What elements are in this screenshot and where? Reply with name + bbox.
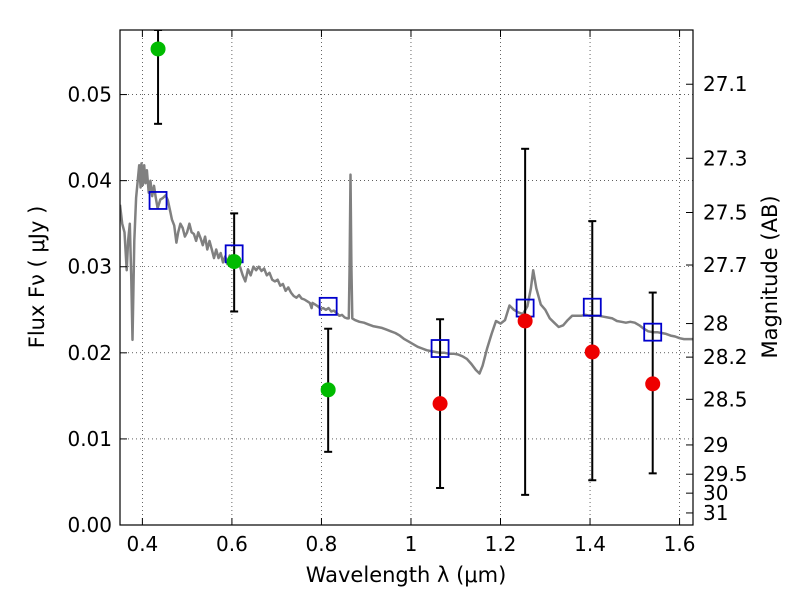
right-tick-label: 27.7 bbox=[703, 253, 748, 277]
x-axis-title: Wavelength λ (μm) bbox=[306, 563, 507, 587]
x-tick-label: 1.6 bbox=[664, 532, 696, 556]
model-spectrum-line bbox=[120, 162, 693, 375]
right-tick-label: 29 bbox=[703, 433, 728, 457]
model-photometry-square bbox=[148, 191, 168, 210]
observed-nondetection-point bbox=[517, 313, 533, 329]
right-tick-label: 29.5 bbox=[703, 462, 748, 486]
right-tick-label: 28.5 bbox=[703, 387, 748, 411]
right-axis-title: Magnitude (AB) bbox=[758, 195, 782, 358]
y-axis-title: Flux Fν ( μJy ) bbox=[25, 206, 49, 349]
y-tick-label: 0.01 bbox=[67, 427, 112, 451]
observed-nondetection-point bbox=[584, 344, 600, 360]
model-spectrum-layer bbox=[120, 162, 693, 375]
observed-nondetection-point bbox=[645, 376, 661, 392]
observed-nondetection-point bbox=[432, 396, 448, 412]
right-tick-label: 27.1 bbox=[703, 72, 748, 96]
axes-layer: 0.4 0.6 0.8 1 1.2 1.4 1.6 0.00 0.01 0.02 0.03 0.04 0… bbox=[67, 30, 748, 556]
x-tick-label: 1.2 bbox=[485, 532, 517, 556]
y-tick-label: 0.05 bbox=[67, 83, 112, 107]
model-photometry-square bbox=[582, 297, 602, 317]
x-tick-label: 1 bbox=[405, 532, 418, 556]
model-photometry-square bbox=[643, 322, 663, 342]
observed-detection-point bbox=[226, 254, 242, 270]
right-tick-label: 31 bbox=[703, 501, 728, 525]
y-tick-label: 0.02 bbox=[67, 341, 112, 365]
right-tick-label: 27.3 bbox=[703, 146, 748, 170]
observed-detection-point bbox=[150, 41, 166, 57]
x-tick-label: 0.8 bbox=[306, 532, 338, 556]
right-tick-label: 27.5 bbox=[703, 201, 748, 225]
model-photometry-square bbox=[430, 339, 450, 358]
y-tick-label: 0.03 bbox=[67, 255, 112, 279]
x-tick-label: 0.4 bbox=[126, 532, 158, 556]
y-tick-label: 0.00 bbox=[67, 513, 112, 537]
right-tick-label: 28 bbox=[703, 312, 728, 336]
right-tick-label: 30 bbox=[703, 481, 728, 505]
x-tick-label: 1.4 bbox=[574, 532, 606, 556]
y-tick-label: 0.04 bbox=[67, 169, 112, 193]
grid bbox=[120, 30, 693, 526]
model-photometry-square bbox=[318, 296, 338, 316]
plot-frame bbox=[119, 29, 694, 526]
observed-detection-point bbox=[320, 382, 336, 398]
right-tick-label: 28.2 bbox=[703, 345, 748, 369]
x-tick-label: 0.6 bbox=[216, 532, 248, 556]
markers-layer bbox=[148, 41, 663, 412]
